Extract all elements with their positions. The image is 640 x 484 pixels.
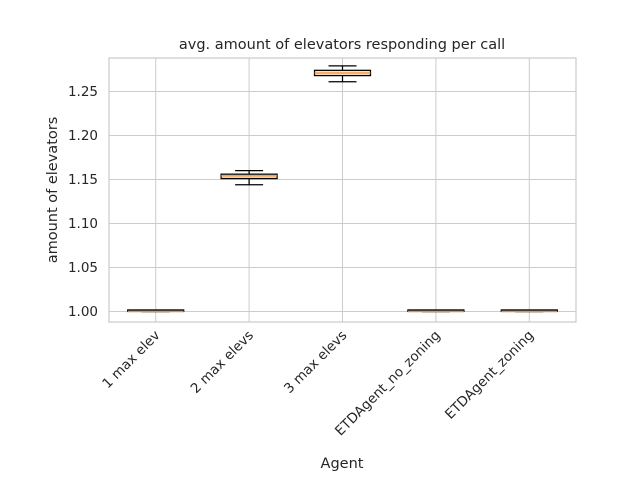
plot-frame: [108, 57, 577, 323]
y-tick-label: 1.05: [68, 260, 98, 276]
x-tick-label: ETDAgent_no_zoning: [332, 328, 444, 440]
y-tick-label: 1.15: [68, 172, 98, 188]
y-tick-label: 1.25: [68, 84, 98, 100]
x-axis-label: Agent: [321, 456, 364, 472]
chart-title: avg. amount of elevators responding per …: [179, 37, 505, 53]
plot-area: 1.00 1.05 1.10 1.15 1.20 1.25 1 max elev 2 max …: [68, 57, 577, 440]
x-tick-label: 2 max elevs: [188, 328, 257, 397]
y-tick-label: 1.20: [68, 128, 98, 144]
y-tick-label: 1.00: [68, 304, 98, 320]
x-tick-label: ETDAgent_zoning: [442, 328, 537, 423]
x-tick-label: 3 max elevs: [281, 328, 350, 397]
x-tick-label: 1 max elev: [99, 328, 163, 392]
y-tick-label: 1.10: [68, 216, 98, 232]
y-axis-label: amount of elevators: [45, 117, 61, 264]
